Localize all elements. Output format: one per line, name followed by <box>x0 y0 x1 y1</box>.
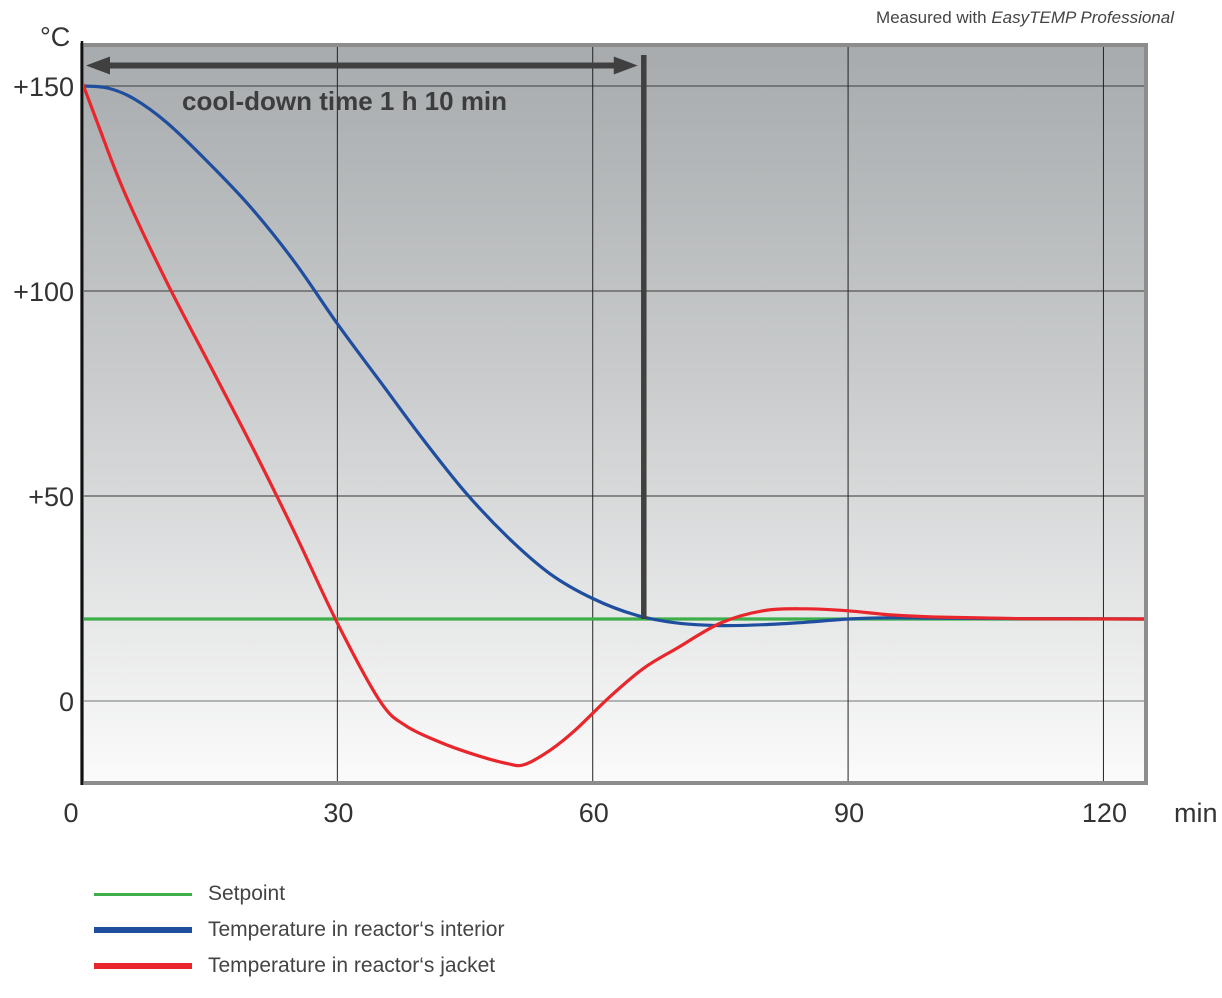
legend-label-jacket: Temperature in reactor‘s jacket <box>208 954 496 977</box>
legend-swatch-interior <box>94 927 192 933</box>
y-tick-label-150: +150 <box>13 72 74 102</box>
x-tick-label-60: 60 <box>579 798 609 828</box>
x-tick-label-0: 0 <box>63 798 78 828</box>
legend-label-setpoint: Setpoint <box>208 882 286 905</box>
x-unit-label: min <box>1174 798 1218 828</box>
y-tick-label-100: +100 <box>13 277 74 307</box>
temperature-chart: cool-down time 1 h 10 min +150 +100 +50 0 0 3… <box>13 22 1218 828</box>
cooldown-label: cool-down time 1 h 10 min <box>182 86 507 116</box>
series-line-jacket <box>80 80 1148 768</box>
cooldown-arrow-head-left <box>86 56 110 75</box>
x-tick-label-30: 30 <box>323 798 353 828</box>
measurement-note: Measured with EasyTEMP Professional <box>876 8 1174 28</box>
x-tick-label-90: 90 <box>834 798 864 828</box>
y-tick-label-50: +50 <box>28 482 74 512</box>
note-product: EasyTEMP Professional <box>991 8 1174 27</box>
plot-background <box>82 45 1146 783</box>
legend-swatch-setpoint <box>94 892 192 896</box>
y-tick-label-0: 0 <box>59 687 74 717</box>
cooldown-arrow-head-right <box>613 56 638 75</box>
x-tick-label-120: 120 <box>1082 798 1127 828</box>
series-line-interior <box>80 84 1148 628</box>
y-unit-label: °C <box>40 22 70 52</box>
legend-swatch-jacket <box>94 963 192 969</box>
legend-label-interior: Temperature in reactor‘s interior <box>208 918 505 941</box>
note-prefix: Measured with <box>876 8 992 27</box>
